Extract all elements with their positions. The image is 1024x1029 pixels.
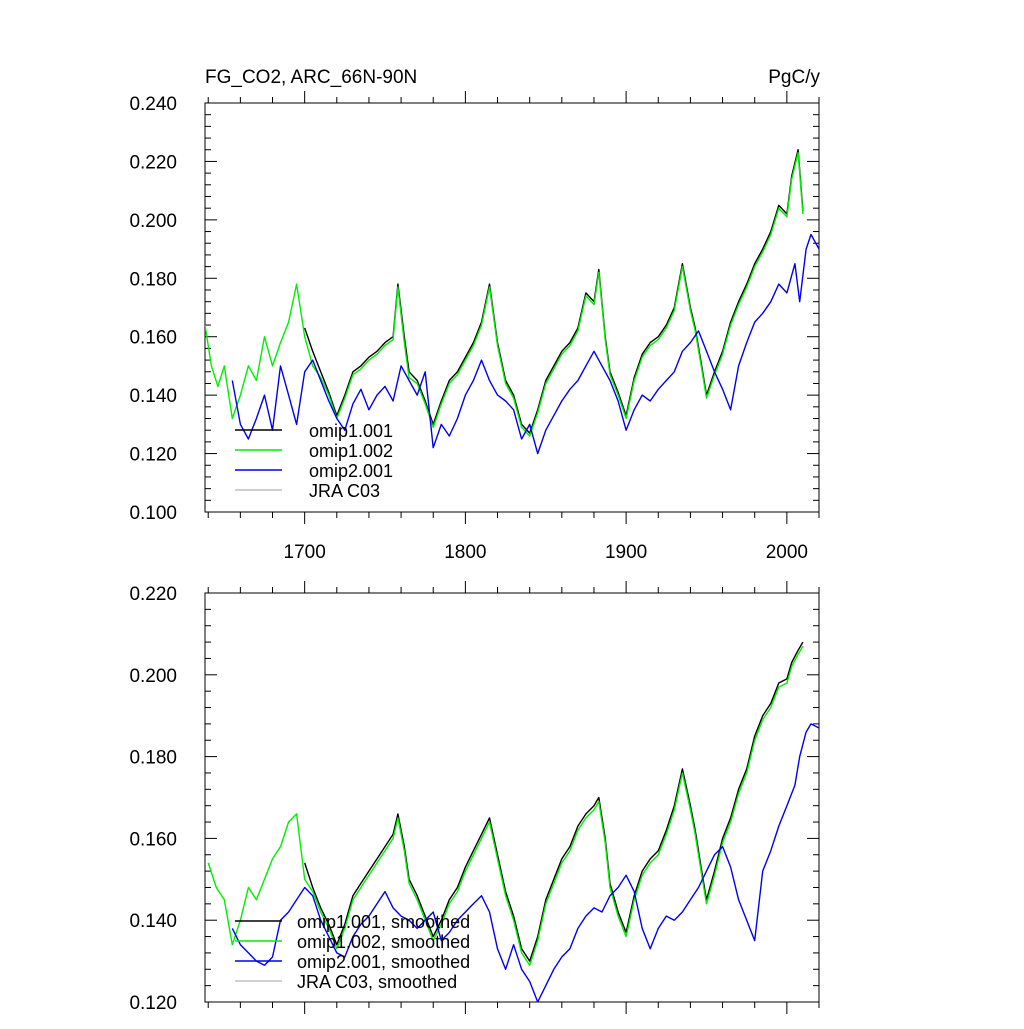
series-line-omip1-001 [304, 148, 804, 434]
y-tick-label: 0.220 [129, 584, 177, 605]
y-tick-label: 0.160 [129, 829, 177, 850]
y-tick-label: 0.200 [129, 211, 177, 232]
x-tick-label: 1800 [444, 542, 486, 563]
x-tick-label: 2000 [766, 542, 808, 563]
y-tick-label: 0.120 [129, 993, 177, 1014]
top-series-group [205, 148, 819, 455]
legend-label: omip1.001 [309, 421, 393, 441]
series-line-omip1-001-smoothed [304, 641, 804, 962]
legend-label: JRA C03 [309, 481, 380, 501]
series-line-omip2-001 [231, 233, 819, 455]
bottom-axis-ticks: 0.120 0.140 0.160 0.180 0.200 0.220 [129, 581, 820, 1014]
top-axis-ticks: 0.100 0.120 0.140 0.160 0.180 0.200 0.220 0.240… [129, 91, 820, 563]
legend-label: omip1.002 [309, 441, 393, 461]
legend-label: JRA C03, smoothed [297, 972, 457, 992]
y-tick-label: 0.220 [129, 152, 177, 173]
x-tick-label: 1900 [605, 542, 647, 563]
y-tick-label: 0.160 [129, 328, 177, 349]
y-tick-label: 0.100 [129, 503, 177, 524]
bottom-series-group [207, 641, 819, 1002]
x-tick-label: 1700 [284, 542, 326, 563]
y-tick-label: 0.140 [129, 386, 177, 407]
y-tick-label: 0.140 [129, 911, 177, 932]
series-line-omip1-002-smoothed [207, 645, 804, 966]
series-line-omip2-001-smoothed [231, 723, 819, 1002]
legend-label: omip2.001 [309, 461, 393, 481]
y-tick-label: 0.180 [129, 269, 177, 290]
legend-label: omip1.001, smoothed [297, 912, 470, 932]
bottom-plot-frame [204, 592, 820, 1003]
y-tick-label: 0.120 [129, 445, 177, 466]
legend-label: omip2.001, smoothed [297, 952, 470, 972]
top-plot-frame [204, 102, 820, 513]
y-tick-label: 0.240 [129, 94, 177, 115]
top-panel: FG_CO2, ARC_66N-90N PgC/y 0.100 0.120 0.14… [129, 67, 820, 563]
legend-label: omip1.002, smoothed [297, 932, 470, 952]
bottom-panel: 0.120 0.140 0.160 0.180 0.200 0.220 omip1.001… [129, 581, 820, 1014]
series-line-omip1-002 [205, 151, 804, 437]
y-tick-label: 0.200 [129, 666, 177, 687]
y-tick-label: 0.180 [129, 748, 177, 769]
top-panel-units: PgC/y [768, 67, 820, 88]
top-panel-title: FG_CO2, ARC_66N-90N [205, 67, 417, 88]
